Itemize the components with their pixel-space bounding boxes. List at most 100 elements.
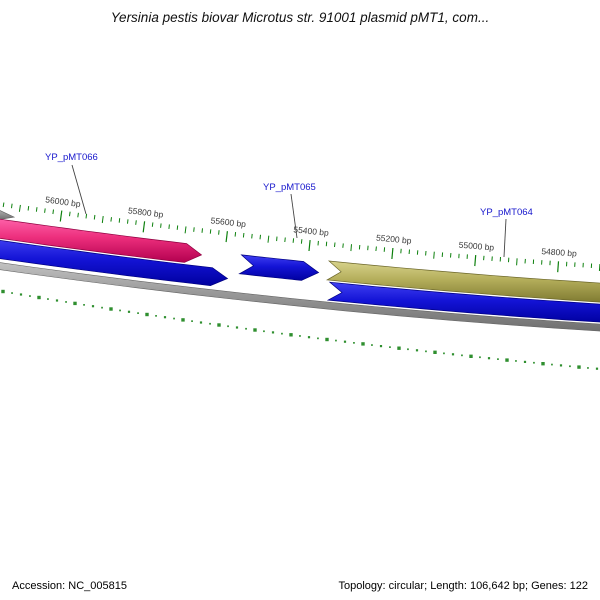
dotted-track-dot [469,354,473,358]
dotted-track-dot [101,306,103,309]
dotted-track-dot [551,363,553,366]
dotted-track-dot [451,353,455,356]
ruler-tick [557,261,560,273]
ruler-tick [101,216,104,224]
label-leader-line [290,193,298,239]
gene-label-YP_pMT065[interactable]: YP_pMT065 [263,182,316,193]
gene-arrow-unlabeled[interactable] [0,208,16,220]
dotted-track-dot [335,339,337,342]
ruler-bp-label: 55600 bp [210,215,247,229]
ruler-tick [284,237,286,243]
gene-arrow-YP_pMT065[interactable] [238,254,320,281]
ruler-tick [193,227,195,232]
dotted-track-dot [343,340,347,343]
dotted-track-dot [569,365,571,368]
ruler-tick [242,232,245,238]
dotted-track-dot [253,328,257,332]
dotted-track-dot [29,295,31,297]
ruler-tick [433,251,435,259]
ruler-tick [225,231,228,243]
ruler-tick [151,222,154,227]
dotted-track-dot [577,365,581,369]
status-bar: Accession: NC_005815 Topology: circular;… [12,580,588,592]
ruler-tick [209,229,212,234]
ruler-tick [18,204,21,212]
dotted-track-dot [137,312,139,314]
ruler-tick [234,232,237,237]
dotted-track-dot [533,361,535,364]
dotted-track-dot [461,354,463,357]
dotted-track-dot [19,293,23,296]
gene-label-YP_pMT064[interactable]: YP_pMT064 [480,207,533,218]
sequence-title: Yersinia pestis biovar Microtus str. 910… [110,10,490,25]
ruler-tick [292,238,295,243]
dotted-track-dot [397,346,401,350]
dotted-track-dot [479,356,481,359]
dotted-track-dot [433,350,437,354]
ruler-tick [168,224,170,229]
gene-arrow-YP_pMT066[interactable] [0,217,203,263]
ruler-tick [85,213,88,219]
dotted-track-dot [65,301,67,303]
ruler-bp-label: 55800 bp [127,205,164,219]
ruler-tick [77,212,79,218]
dotted-track-dot [505,358,509,362]
gene-arrow-unlabeled[interactable] [326,281,600,323]
gene-arrow-YP_pMT064[interactable] [325,260,600,303]
dotted-track-dot [353,342,355,344]
dotted-track-dot [209,322,211,325]
dotted-track-dot [541,362,545,366]
dotted-track-dot [235,326,239,329]
dotted-track-dot [559,364,563,367]
ruler-tick [160,223,162,228]
dotted-track-dot [47,298,49,300]
ruler-tick [267,235,270,243]
dotted-track-dot [371,344,373,346]
backbone-arc [0,262,600,332]
dotted-track-dot [425,350,427,353]
ruler-tick [11,203,13,209]
dotted-track-dot [217,323,221,327]
dotted-track-dot [1,289,5,294]
dotted-track-dot [83,304,85,306]
dotted-track-dot [145,312,149,317]
ruler-tick [516,258,518,266]
ruler-bp-label: 55000 bp [458,240,494,253]
dotted-track-dot [497,358,499,360]
ruler-tick [2,202,5,208]
dotted-track-dot [109,307,113,311]
ruler-tick [350,244,352,252]
gene-label-YP_pMT066[interactable]: YP_pMT066 [45,152,98,163]
ruler-tick [342,243,344,248]
ruler-tick [308,240,311,252]
dotted-track-dot [379,345,383,348]
gene-arrow-unlabeled[interactable] [0,237,229,286]
ruler-tick [69,211,71,217]
dotted-track-dot [595,367,599,370]
ruler-tick [127,219,129,224]
dotted-track-dot [91,305,95,308]
ruler-tick [135,220,137,225]
dotted-track-dot [227,325,229,328]
ruler-bp-label: 56000 bp [45,194,82,209]
ruler-tick [35,207,38,212]
ruler-tick [93,214,96,220]
dotted-track-dot [155,315,157,317]
dotted-track-dot [289,333,293,337]
dotted-track-dot [587,367,589,369]
ruler-tick [118,218,121,223]
ruler-tick [110,217,112,222]
dotted-track-dot [263,330,265,333]
dotted-track-dot [173,317,175,320]
dotted-track-dot [181,318,185,322]
dotted-track-dot [119,309,121,312]
ruler-tick [218,230,220,235]
dotted-track-dot [325,337,329,342]
dotted-track-dot [523,360,527,363]
dotted-track-dot [299,335,301,337]
ruler-tick [176,225,179,230]
dotted-track-dot [127,310,131,313]
ruler-bp-label: 55200 bp [376,233,412,246]
